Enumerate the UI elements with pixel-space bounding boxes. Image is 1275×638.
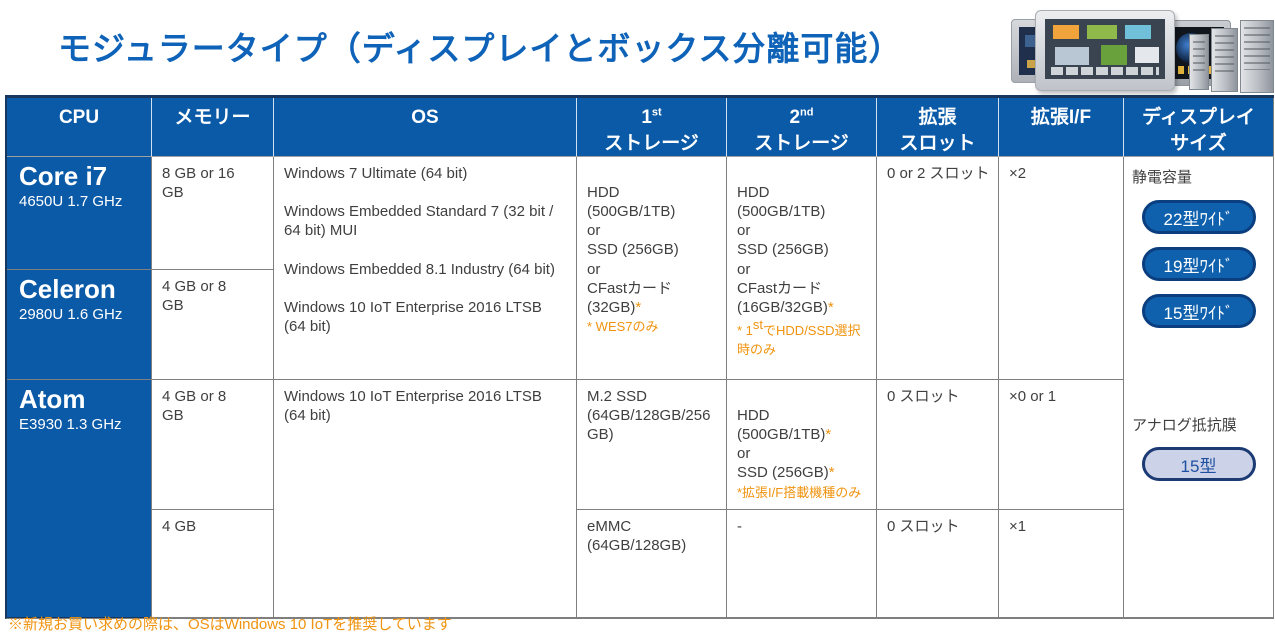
box-module-medium-image bbox=[1211, 28, 1238, 92]
storage2-atom-a: HDD (500GB/1TB)* or SSD (256GB)* *拡張I/F搭… bbox=[727, 380, 877, 510]
slot-atom-a: 0 スロット bbox=[877, 380, 999, 510]
memory-atom-b: 4 GB bbox=[152, 509, 274, 618]
asterisk: * bbox=[828, 464, 835, 482]
cpu-atom: Atom E3930 1.3 GHz bbox=[7, 380, 152, 618]
asterisk: * bbox=[825, 426, 832, 444]
cpu-spec: 2980U 1.6 GHz bbox=[19, 306, 123, 324]
storage-note: *拡張I/F搭載機種のみ bbox=[737, 484, 862, 500]
display-size-cell: 静電容量 22型ﾜｲﾄﾞ 19型ﾜｲﾄﾞ 15型ﾜｲﾄﾞ アナログ抵抗膜 15型 bbox=[1124, 157, 1274, 618]
hmi-screen bbox=[1045, 19, 1165, 79]
row-celeron: Celeron 2980U 1.6 GHz 4 GB or 8 GB bbox=[7, 270, 1274, 381]
row-core-i7: Core i7 4650U 1.7 GHz 8 GB or 16 GB Wind… bbox=[7, 157, 1274, 618]
col-header-storage1: 1st ストレージ bbox=[577, 98, 727, 158]
col-header-memory: メモリー bbox=[152, 98, 274, 158]
cpu-name: Core i7 bbox=[19, 161, 108, 192]
display-badge-15: 15型 bbox=[1141, 447, 1256, 482]
col-header-slot: 拡張 スロット bbox=[877, 98, 999, 158]
touch-type-capacitive: 静電容量 bbox=[1132, 169, 1193, 187]
os-group1: Windows 7 Ultimate (64 bit) Windows Embe… bbox=[274, 157, 577, 381]
storage2-atom-b: - bbox=[727, 509, 877, 618]
asterisk: * bbox=[635, 298, 642, 316]
interface-group1: ×2 bbox=[999, 157, 1124, 381]
header-row: CPU メモリー OS 1st ストレージ 2nd ストレージ 拡張 スロット … bbox=[7, 98, 1274, 158]
panel-display-main-image bbox=[1035, 10, 1175, 91]
box-module-small-image bbox=[1189, 34, 1209, 90]
slot-atom-b: 0 スロット bbox=[877, 509, 999, 618]
slot-group1: 0 or 2 スロット bbox=[877, 157, 999, 381]
cpu-spec: 4650U 1.7 GHz bbox=[19, 193, 123, 211]
storage1-atom-b: eMMC (64GB/128GB) bbox=[577, 509, 727, 618]
cpu-name: Celeron bbox=[19, 274, 116, 305]
cpu-celeron: Celeron 2980U 1.6 GHz bbox=[7, 270, 152, 381]
memory-celeron: 4 GB or 8 GB bbox=[152, 270, 274, 381]
col-header-cpu: CPU bbox=[7, 98, 152, 158]
col-header-os: OS bbox=[274, 98, 577, 158]
storage-note: * 1 bbox=[737, 322, 753, 338]
row-atom-b: 4 GB eMMC (64GB/128GB) - 0 スロット ×1 bbox=[7, 509, 1274, 618]
spec-table: CPU メモリー OS 1st ストレージ 2nd ストレージ 拡張 スロット … bbox=[5, 95, 1274, 619]
cpu-spec: E3930 1.3 GHz bbox=[19, 416, 122, 434]
cpu-name: Atom bbox=[19, 384, 86, 415]
box-module-large-image bbox=[1240, 20, 1274, 93]
col-header-display: ディスプレイ サイズ bbox=[1124, 98, 1274, 158]
col-header-storage2: 2nd ストレージ bbox=[727, 98, 877, 158]
memory-core-i7: 8 GB or 16 GB bbox=[152, 157, 274, 271]
row-atom-a: Atom E3930 1.3 GHz 4 GB or 8 GB Windows … bbox=[7, 380, 1274, 618]
touch-type-resistive: アナログ抵抗膜 bbox=[1132, 417, 1237, 435]
display-badge-15w: 15型ﾜｲﾄﾞ bbox=[1141, 294, 1256, 329]
cpu-core-i7: Core i7 4650U 1.7 GHz bbox=[7, 157, 152, 271]
display-badge-19w: 19型ﾜｲﾄﾞ bbox=[1141, 247, 1256, 282]
asterisk: * bbox=[827, 298, 834, 316]
os-atom: Windows 10 IoT Enterprise 2016 LTSB (64 … bbox=[274, 380, 577, 618]
memory-atom-a: 4 GB or 8 GB bbox=[152, 380, 274, 510]
storage1-group1: HDD (500GB/1TB) or SSD (256GB) or CFastカ… bbox=[577, 157, 727, 381]
interface-atom-b: ×1 bbox=[999, 509, 1124, 618]
panel-pc-product-photos bbox=[1005, 4, 1274, 94]
storage-note: * WES7のみ bbox=[587, 318, 659, 334]
display-badge-22w: 22型ﾜｲﾄﾞ bbox=[1141, 200, 1256, 235]
col-header-interface: 拡張I/F bbox=[999, 98, 1124, 158]
storage1-atom-a: M.2 SSD (64GB/128GB/256GB) bbox=[577, 380, 727, 510]
page-title: モジュラータイプ（ディスプレイとボックス分離可能） bbox=[58, 30, 903, 67]
storage2-group1: HDD (500GB/1TB) or SSD (256GB) or CFastカ… bbox=[727, 157, 877, 381]
footnote: ※新規お買い求めの際は、OSはWindows 10 IoTを推奨しています bbox=[8, 616, 452, 633]
interface-atom-a: ×0 or 1 bbox=[999, 380, 1124, 510]
